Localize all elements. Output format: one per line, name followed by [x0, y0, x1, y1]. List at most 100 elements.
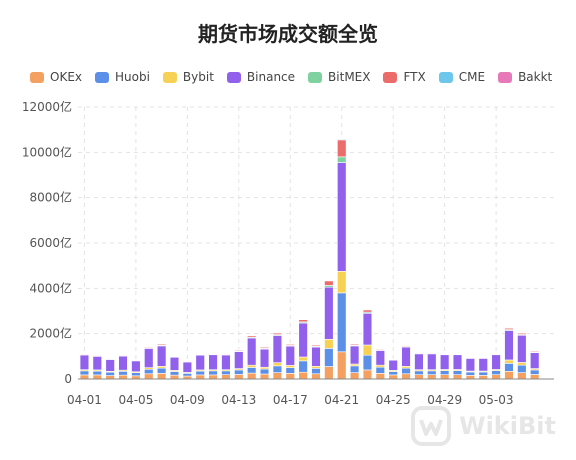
bar-segment-bybit[interactable]: [337, 271, 347, 294]
bar-segment-huobi[interactable]: [465, 371, 476, 376]
bar-segment-bitmex[interactable]: [337, 156, 347, 163]
bar-segment-bybit[interactable]: [362, 344, 373, 356]
bar-segment-okex[interactable]: [324, 366, 334, 380]
bar-segment-okex[interactable]: [427, 374, 437, 380]
bar-segment-okex[interactable]: [221, 374, 231, 380]
bar-segment-okex[interactable]: [349, 372, 360, 380]
bar-segment-binance[interactable]: [465, 358, 476, 372]
bar-segment-huobi[interactable]: [234, 369, 244, 375]
legend-item-cme[interactable]: CME: [438, 70, 485, 84]
bar-segment-binance[interactable]: [375, 350, 385, 366]
bar-segment-huobi[interactable]: [298, 360, 308, 373]
bar-segment-binance[interactable]: [452, 354, 463, 370]
bar-segment-binance[interactable]: [234, 351, 244, 369]
legend-item-binance[interactable]: Binance: [226, 70, 295, 84]
bar-segment-huobi[interactable]: [208, 370, 218, 376]
bar-segment-huobi[interactable]: [182, 373, 193, 377]
bar-segment-binance[interactable]: [427, 353, 437, 371]
bar-segment-okex[interactable]: [208, 374, 218, 380]
bar-segment-huobi[interactable]: [517, 364, 527, 373]
bar-segment-okex[interactable]: [298, 371, 308, 380]
bar-segment-huobi[interactable]: [105, 371, 115, 376]
bar-segment-huobi[interactable]: [247, 367, 257, 374]
bar-segment-binance[interactable]: [324, 286, 334, 340]
bar-segment-binance[interactable]: [259, 348, 270, 368]
bar-segment-binance[interactable]: [105, 359, 115, 372]
bar-segment-binance[interactable]: [272, 335, 283, 363]
bar-segment-bybit[interactable]: [272, 362, 283, 367]
bar-segment-okex[interactable]: [144, 373, 154, 380]
bar-segment-huobi[interactable]: [221, 370, 231, 375]
bar-segment-binance[interactable]: [349, 345, 360, 365]
bar-segment-huobi[interactable]: [439, 370, 450, 375]
bar-segment-ftx[interactable]: [362, 309, 373, 313]
bar-segment-huobi[interactable]: [504, 363, 514, 372]
bar-segment-huobi[interactable]: [311, 368, 321, 375]
bar-segment-ftx[interactable]: [298, 319, 308, 323]
bar-segment-huobi[interactable]: [491, 370, 501, 375]
bar-segment-okex[interactable]: [491, 374, 501, 380]
bar-segment-binance[interactable]: [337, 162, 347, 272]
bar-segment-okex[interactable]: [375, 373, 385, 380]
bar-segment-okex[interactable]: [195, 374, 205, 380]
bar-segment-binance[interactable]: [388, 359, 398, 371]
bar-segment-binance[interactable]: [169, 356, 180, 371]
bar-segment-huobi[interactable]: [131, 372, 141, 377]
bar-segment-binance[interactable]: [195, 354, 205, 371]
bar-segment-binance[interactable]: [208, 354, 218, 371]
bar-segment-bybit[interactable]: [504, 359, 514, 364]
bar-segment-binance[interactable]: [131, 360, 141, 373]
bar-segment-binance[interactable]: [401, 346, 411, 367]
bar-segment-huobi[interactable]: [259, 368, 270, 375]
bar-segment-huobi[interactable]: [362, 354, 373, 371]
bar-segment-huobi[interactable]: [349, 365, 360, 373]
bar-segment-okex[interactable]: [169, 374, 180, 380]
legend-item-huobi[interactable]: Huobi: [95, 70, 150, 84]
bar-segment-binance[interactable]: [439, 354, 450, 370]
bar-segment-huobi[interactable]: [427, 370, 437, 375]
bar-segment-okex[interactable]: [478, 375, 488, 380]
bar-segment-okex[interactable]: [285, 373, 295, 380]
bar-segment-huobi[interactable]: [144, 368, 154, 375]
bar-segment-binance[interactable]: [156, 345, 167, 367]
bar-segment-binance[interactable]: [298, 322, 308, 358]
bar-segment-huobi[interactable]: [324, 348, 334, 367]
bar-segment-bybit[interactable]: [517, 362, 527, 366]
bar-segment-bybit[interactable]: [298, 356, 308, 362]
bar-segment-okex[interactable]: [247, 372, 257, 380]
bar-segment-huobi[interactable]: [414, 370, 424, 375]
bar-segment-okex[interactable]: [234, 374, 244, 380]
bar-segment-okex[interactable]: [118, 374, 128, 380]
bar-segment-okex[interactable]: [92, 374, 102, 380]
bar-segment-okex[interactable]: [517, 372, 527, 380]
bar-segment-okex[interactable]: [272, 372, 283, 380]
legend-item-bitmex[interactable]: BitMEX: [308, 70, 370, 84]
bar-segment-huobi[interactable]: [401, 367, 411, 375]
bar-segment-binance[interactable]: [118, 355, 128, 371]
bar-segment-huobi[interactable]: [285, 367, 295, 374]
bar-segment-binance[interactable]: [362, 312, 373, 346]
bar-segment-okex[interactable]: [311, 373, 321, 380]
legend-item-bakkt[interactable]: Bakkt: [498, 70, 552, 84]
bar-segment-okex[interactable]: [79, 374, 90, 380]
bar-segment-binance[interactable]: [504, 330, 514, 361]
bar-segment-huobi[interactable]: [375, 366, 385, 374]
bar-segment-huobi[interactable]: [195, 370, 205, 376]
bar-segment-huobi[interactable]: [118, 370, 128, 376]
legend-item-bybit[interactable]: Bybit: [162, 70, 214, 84]
bar-segment-ftx[interactable]: [337, 139, 347, 158]
bar-segment-binance[interactable]: [491, 354, 501, 370]
bar-segment-okex[interactable]: [504, 370, 514, 380]
bar-segment-binance[interactable]: [517, 334, 527, 363]
bar-segment-ftx[interactable]: [324, 280, 334, 286]
bar-segment-huobi[interactable]: [452, 370, 463, 375]
bar-segment-huobi[interactable]: [169, 371, 180, 376]
bar-segment-huobi[interactable]: [92, 370, 102, 376]
bar-segment-huobi[interactable]: [272, 365, 283, 373]
bar-segment-okex[interactable]: [156, 373, 167, 380]
bar-segment-binance[interactable]: [247, 337, 257, 366]
bar-segment-okex[interactable]: [337, 351, 347, 380]
bar-segment-binance[interactable]: [92, 356, 102, 371]
bar-segment-binance[interactable]: [478, 358, 488, 372]
bar-segment-bybit[interactable]: [285, 365, 295, 368]
